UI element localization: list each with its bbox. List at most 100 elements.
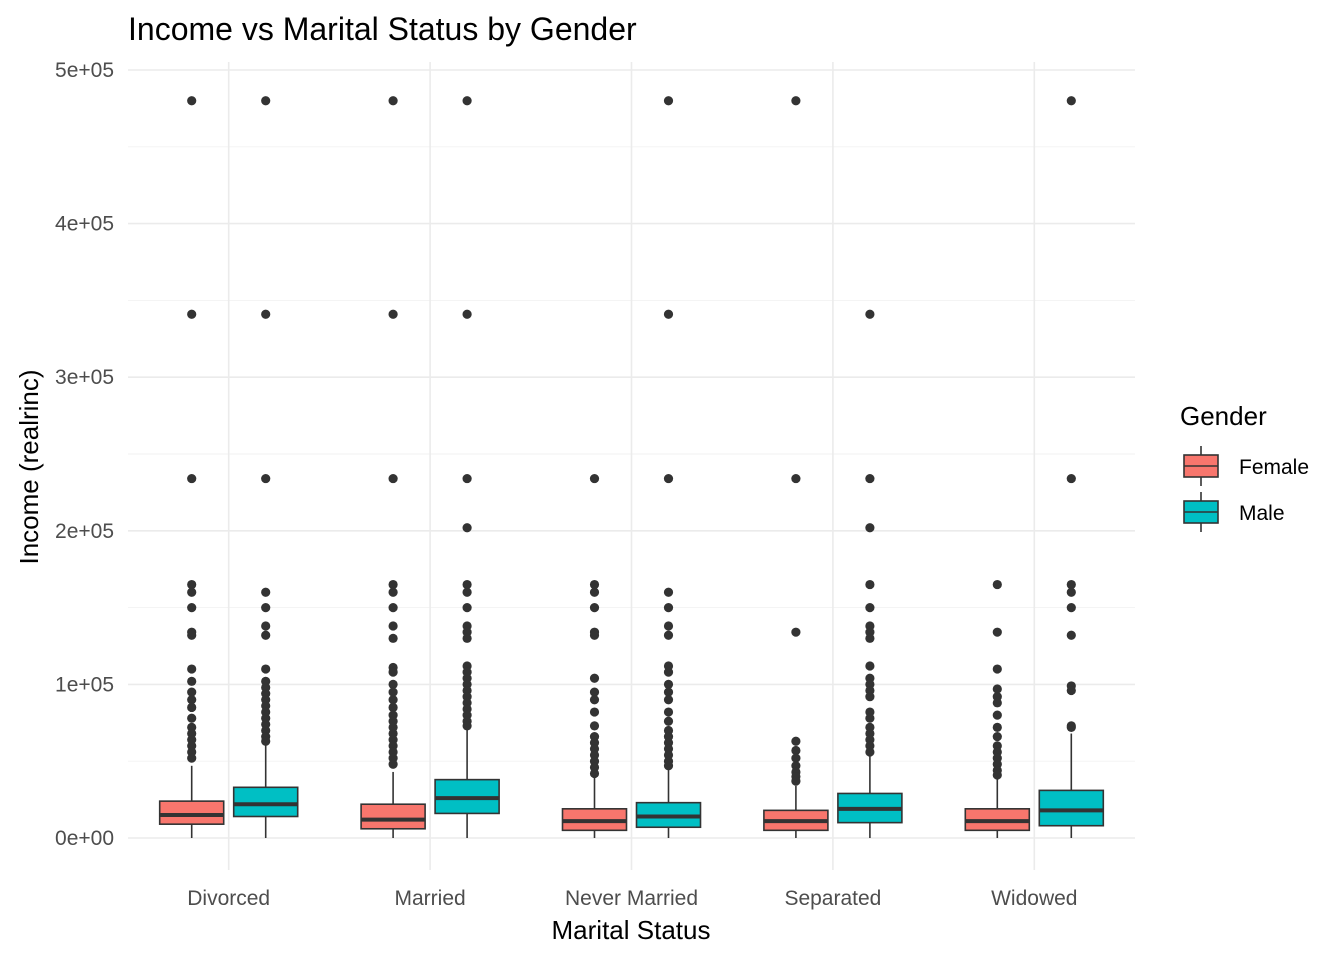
box-iqr — [232, 786, 299, 818]
outlier-point — [791, 736, 801, 746]
outlier-point — [187, 753, 197, 763]
outlier-point — [1066, 630, 1076, 640]
box-male-married — [434, 96, 500, 838]
outlier-point — [1066, 722, 1076, 733]
outlier-point — [261, 473, 271, 484]
outlier-point — [589, 721, 600, 731]
outlier-point — [388, 621, 398, 631]
outlier-point — [791, 745, 801, 756]
outlier-point — [187, 96, 197, 106]
outlier-point — [187, 309, 197, 319]
outlier-point — [388, 579, 398, 590]
box-female-widowed — [964, 579, 1031, 838]
outlier-point — [261, 603, 271, 613]
x-tick-label: Separated — [784, 887, 881, 910]
outlier-point — [187, 603, 197, 613]
outlier-point — [663, 667, 674, 677]
outlier-point — [388, 667, 398, 677]
outlier-point — [791, 627, 801, 637]
outlier-point — [663, 687, 674, 697]
outlier-point — [589, 603, 600, 613]
outlier-point — [663, 603, 674, 613]
outlier-point — [261, 309, 271, 319]
outlier-point — [462, 579, 472, 590]
outlier-point — [589, 687, 600, 697]
box-female-never-married — [561, 473, 628, 838]
legend-label: Female — [1239, 456, 1309, 479]
outlier-point — [589, 673, 600, 683]
outlier-point — [462, 633, 472, 643]
legend-entry-male: Male — [1183, 492, 1285, 532]
outlier-point — [663, 473, 674, 484]
box-male-divorced — [232, 96, 299, 838]
outlier-point — [261, 587, 271, 597]
outlier-point — [663, 716, 674, 726]
outlier-point — [1066, 473, 1076, 484]
outlier-point — [663, 695, 674, 705]
y-tick-label: 1e+05 — [55, 673, 114, 696]
outlier-point — [187, 687, 197, 697]
y-axis-ticks: 0e+00 1e+05 2e+05 3e+05 4e+05 5e+05 — [55, 59, 114, 850]
outlier-point — [187, 695, 197, 705]
outlier-point — [865, 603, 875, 613]
outlier-point — [261, 664, 271, 674]
box-female-separated — [763, 96, 829, 838]
outlier-point — [663, 707, 674, 717]
outlier-point — [865, 523, 875, 533]
outlier-point — [865, 579, 875, 590]
x-tick-label: Widowed — [991, 887, 1077, 910]
outlier-point — [187, 630, 197, 640]
outlier-point — [388, 633, 398, 643]
outlier-point — [388, 96, 398, 106]
y-tick-label: 4e+05 — [55, 213, 114, 236]
outlier-point — [992, 627, 1002, 637]
y-axis-title: Income (realrinc) — [14, 369, 44, 564]
outlier-point — [388, 759, 398, 769]
outlier-point — [589, 768, 600, 779]
outlier-point — [388, 687, 398, 697]
outlier-point — [589, 587, 600, 597]
outlier-point — [865, 309, 875, 319]
plot-area — [158, 96, 1105, 838]
outlier-point — [992, 732, 1002, 742]
box-iqr — [158, 800, 225, 825]
chart-title: Income vs Marital Status by Gender — [128, 11, 637, 47]
outlier-point — [462, 523, 472, 533]
outlier-point — [261, 621, 271, 631]
outlier-point — [663, 587, 674, 597]
legend-label: Male — [1239, 502, 1285, 525]
outlier-point — [589, 579, 600, 590]
outlier-point — [187, 713, 197, 723]
y-tick-label: 3e+05 — [55, 366, 114, 389]
outlier-point — [865, 633, 875, 643]
gridlines — [128, 62, 1135, 870]
outlier-point — [1066, 603, 1076, 613]
outlier-point — [663, 309, 674, 319]
box-male-never-married — [635, 96, 702, 838]
outlier-point — [1066, 587, 1076, 597]
outlier-point — [791, 96, 801, 106]
y-tick-label: 5e+05 — [55, 59, 114, 82]
outlier-point — [865, 473, 875, 484]
outlier-point — [865, 661, 875, 671]
x-axis-title: Marital Status — [552, 915, 711, 945]
outlier-point — [462, 309, 472, 319]
outlier-point — [261, 736, 271, 746]
outlier-point — [992, 722, 1002, 733]
x-tick-label: Never Married — [565, 887, 698, 910]
outlier-point — [388, 695, 398, 705]
outlier-point — [992, 579, 1002, 590]
outlier-point — [992, 770, 1002, 780]
outlier-point — [1066, 96, 1076, 106]
outlier-point — [663, 630, 674, 640]
outlier-point — [462, 721, 472, 731]
y-tick-label: 0e+00 — [55, 827, 114, 850]
x-axis-ticks: Divorced Married Never Married Separated Wid… — [187, 887, 1077, 910]
outlier-point — [791, 473, 801, 484]
outlier-point — [388, 309, 398, 319]
outlier-point — [791, 776, 801, 786]
outlier-point — [187, 579, 197, 590]
outlier-point — [187, 587, 197, 597]
outlier-point — [388, 702, 398, 713]
